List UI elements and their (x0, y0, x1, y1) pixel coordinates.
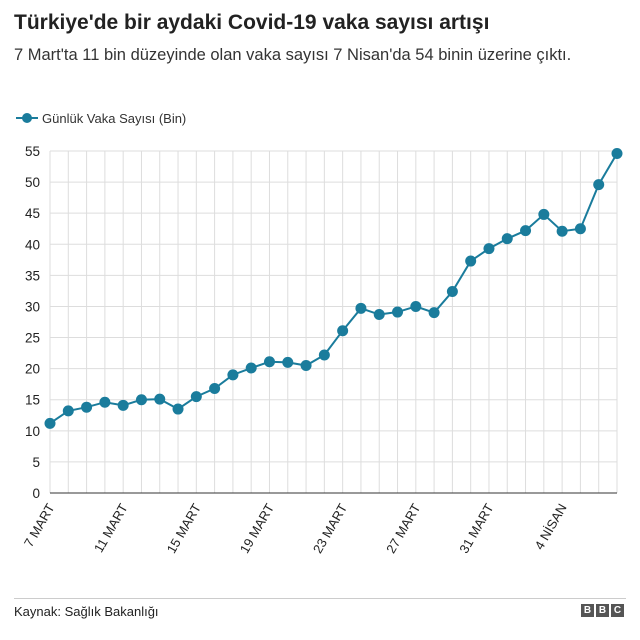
data-point (556, 225, 568, 237)
data-point (282, 356, 294, 368)
series-line (49, 152, 618, 425)
y-tick-label: 50 (25, 175, 40, 190)
y-tick-label: 55 (25, 144, 40, 159)
legend-marker-icon (16, 113, 38, 123)
footer-divider (14, 598, 626, 599)
line-chart: 0 5 10 15 20 25 30 35 40 45 50 55 7 MART 11 MART 15 MA… (21, 144, 623, 556)
data-point (392, 306, 404, 318)
bbc-logo: B B C (581, 604, 624, 617)
data-point (117, 399, 129, 411)
x-tick-label: 31 MART (456, 501, 496, 556)
data-point (263, 356, 275, 368)
legend-label: Günlük Vaka Sayısı (Bin) (42, 110, 187, 126)
data-point (99, 396, 111, 408)
chart-title: Türkiye'de bir aydaki Covid-19 vaka sayı… (14, 11, 490, 34)
source-note: Kaynak: Sağlık Bakanlığı (14, 604, 159, 619)
data-point (501, 233, 513, 245)
data-point (190, 391, 202, 403)
data-point (410, 300, 422, 312)
y-tick-label: 15 (25, 393, 40, 408)
data-point (337, 325, 349, 337)
y-tick-label: 0 (32, 486, 40, 501)
x-tick-label: 11 MART (91, 501, 131, 555)
x-tick-label: 15 MART (164, 501, 204, 556)
x-tick-label: 27 MART (383, 501, 423, 556)
y-tick-label: 45 (25, 206, 40, 221)
chart-legend: Günlük Vaka Sayısı (Bin) (16, 109, 186, 127)
y-tick-label: 10 (25, 424, 40, 439)
data-point (446, 286, 458, 298)
data-point (574, 223, 586, 235)
data-point (227, 369, 239, 381)
data-point (81, 401, 93, 413)
data-point (465, 255, 477, 267)
data-point (428, 307, 440, 319)
y-tick-label: 30 (25, 299, 40, 314)
chart-subtitle: 7 Mart'ta 11 bin düzeyinde olan vaka say… (14, 46, 572, 64)
data-point (483, 243, 495, 255)
data-point (62, 405, 74, 417)
y-tick-label: 25 (25, 331, 40, 346)
x-tick-label: 23 MART (310, 501, 350, 556)
x-tick-label: 19 MART (237, 501, 277, 556)
data-point (318, 349, 330, 361)
y-tick-label: 40 (25, 237, 40, 252)
x-tick-label: 4 NİSAN (531, 501, 569, 552)
data-point (44, 417, 56, 429)
data-point (209, 383, 221, 395)
data-point (520, 225, 532, 237)
data-point (593, 179, 605, 191)
data-point (245, 362, 257, 374)
x-tick-label: 7 MART (21, 501, 58, 550)
data-point (355, 302, 367, 314)
data-point (154, 393, 166, 405)
y-tick-label: 5 (32, 455, 40, 470)
data-point (538, 208, 550, 220)
y-tick-label: 35 (25, 268, 40, 283)
data-point (300, 360, 312, 372)
bbc-logo-letter: B (581, 604, 594, 617)
data-point (611, 147, 623, 159)
y-tick-label: 20 (25, 362, 40, 377)
bbc-logo-letter: C (611, 604, 624, 617)
data-point (135, 394, 147, 406)
data-point (373, 309, 385, 321)
data-point (172, 403, 184, 415)
bbc-logo-letter: B (596, 604, 609, 617)
